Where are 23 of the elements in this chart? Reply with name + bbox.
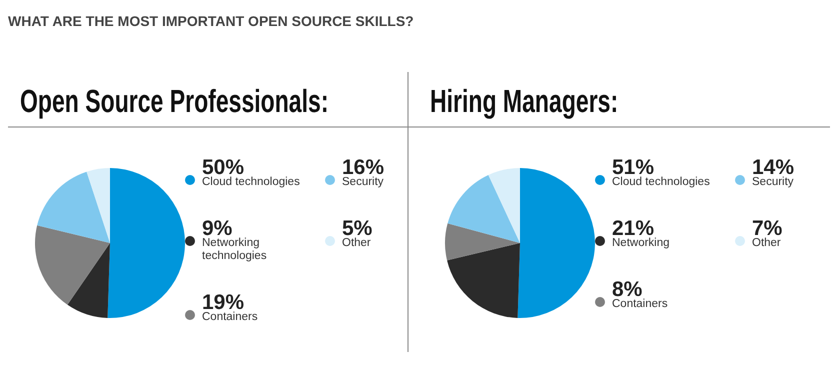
legend-label: Other xyxy=(342,237,371,249)
legend-label: Other xyxy=(752,237,781,249)
legend-label: Containers xyxy=(612,298,668,310)
pie-slice xyxy=(35,225,110,305)
legend-label: Networking technologies xyxy=(202,237,267,262)
legend-label: Networking xyxy=(612,237,670,249)
legend-label: Security xyxy=(342,176,384,188)
legend-label: Cloud technologies xyxy=(202,176,300,188)
pie-slice xyxy=(448,175,520,243)
chart-title: Open Source Professionals: xyxy=(20,83,328,119)
pie-slice xyxy=(37,172,110,243)
chart-title: Hiring Managers: xyxy=(430,83,618,119)
legend-label: Cloud technologies xyxy=(612,176,710,188)
legend-label: Security xyxy=(752,176,794,188)
pie-slice xyxy=(86,168,110,243)
pie-slice xyxy=(518,168,595,318)
legend-label: Containers xyxy=(202,311,258,323)
pie-slice xyxy=(445,223,520,260)
pie-slice xyxy=(67,243,110,318)
pie-slice xyxy=(447,243,520,318)
text: WHAT ARE THE MOST IMPORTANT OPEN SOURCE SKILLS? xyxy=(8,13,414,29)
pie-slice xyxy=(488,168,520,243)
pie-slice xyxy=(108,168,185,318)
